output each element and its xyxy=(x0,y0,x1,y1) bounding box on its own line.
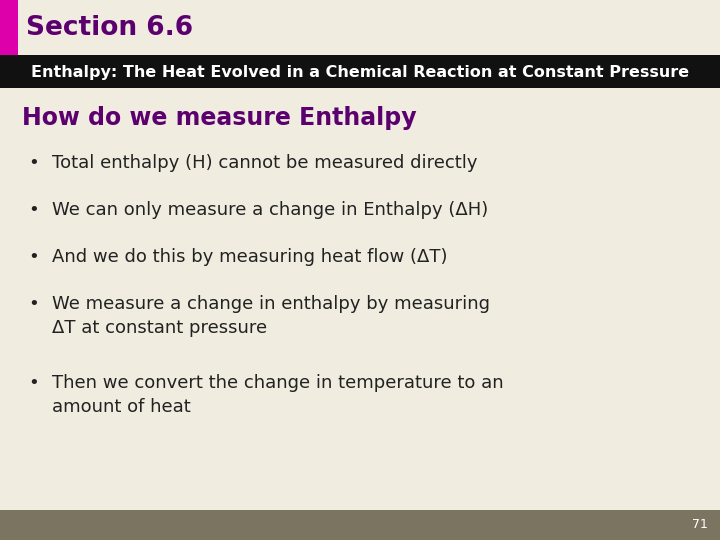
Text: We measure a change in enthalpy by measuring
ΔT at constant pressure: We measure a change in enthalpy by measu… xyxy=(52,295,490,338)
Bar xyxy=(0,55,720,88)
Text: We can only measure a change in Enthalpy (ΔH): We can only measure a change in Enthalpy… xyxy=(52,201,488,219)
Text: How do we measure Enthalpy: How do we measure Enthalpy xyxy=(22,106,417,130)
Text: Section 6.6: Section 6.6 xyxy=(26,15,193,41)
Bar xyxy=(0,0,18,55)
Text: Enthalpy: The Heat Evolved in a Chemical Reaction at Constant Pressure: Enthalpy: The Heat Evolved in a Chemical… xyxy=(31,64,689,79)
Text: •: • xyxy=(28,154,39,172)
Text: Total enthalpy (H) cannot be measured directly: Total enthalpy (H) cannot be measured di… xyxy=(52,154,477,172)
Text: 71: 71 xyxy=(692,518,708,531)
Text: •: • xyxy=(28,374,39,392)
Bar xyxy=(0,510,720,540)
Text: Then we convert the change in temperature to an
amount of heat: Then we convert the change in temperatur… xyxy=(52,374,503,416)
Text: •: • xyxy=(28,295,39,313)
Text: •: • xyxy=(28,248,39,266)
Text: And we do this by measuring heat flow (ΔT): And we do this by measuring heat flow (Δ… xyxy=(52,248,448,266)
Text: •: • xyxy=(28,201,39,219)
Bar xyxy=(0,0,720,55)
